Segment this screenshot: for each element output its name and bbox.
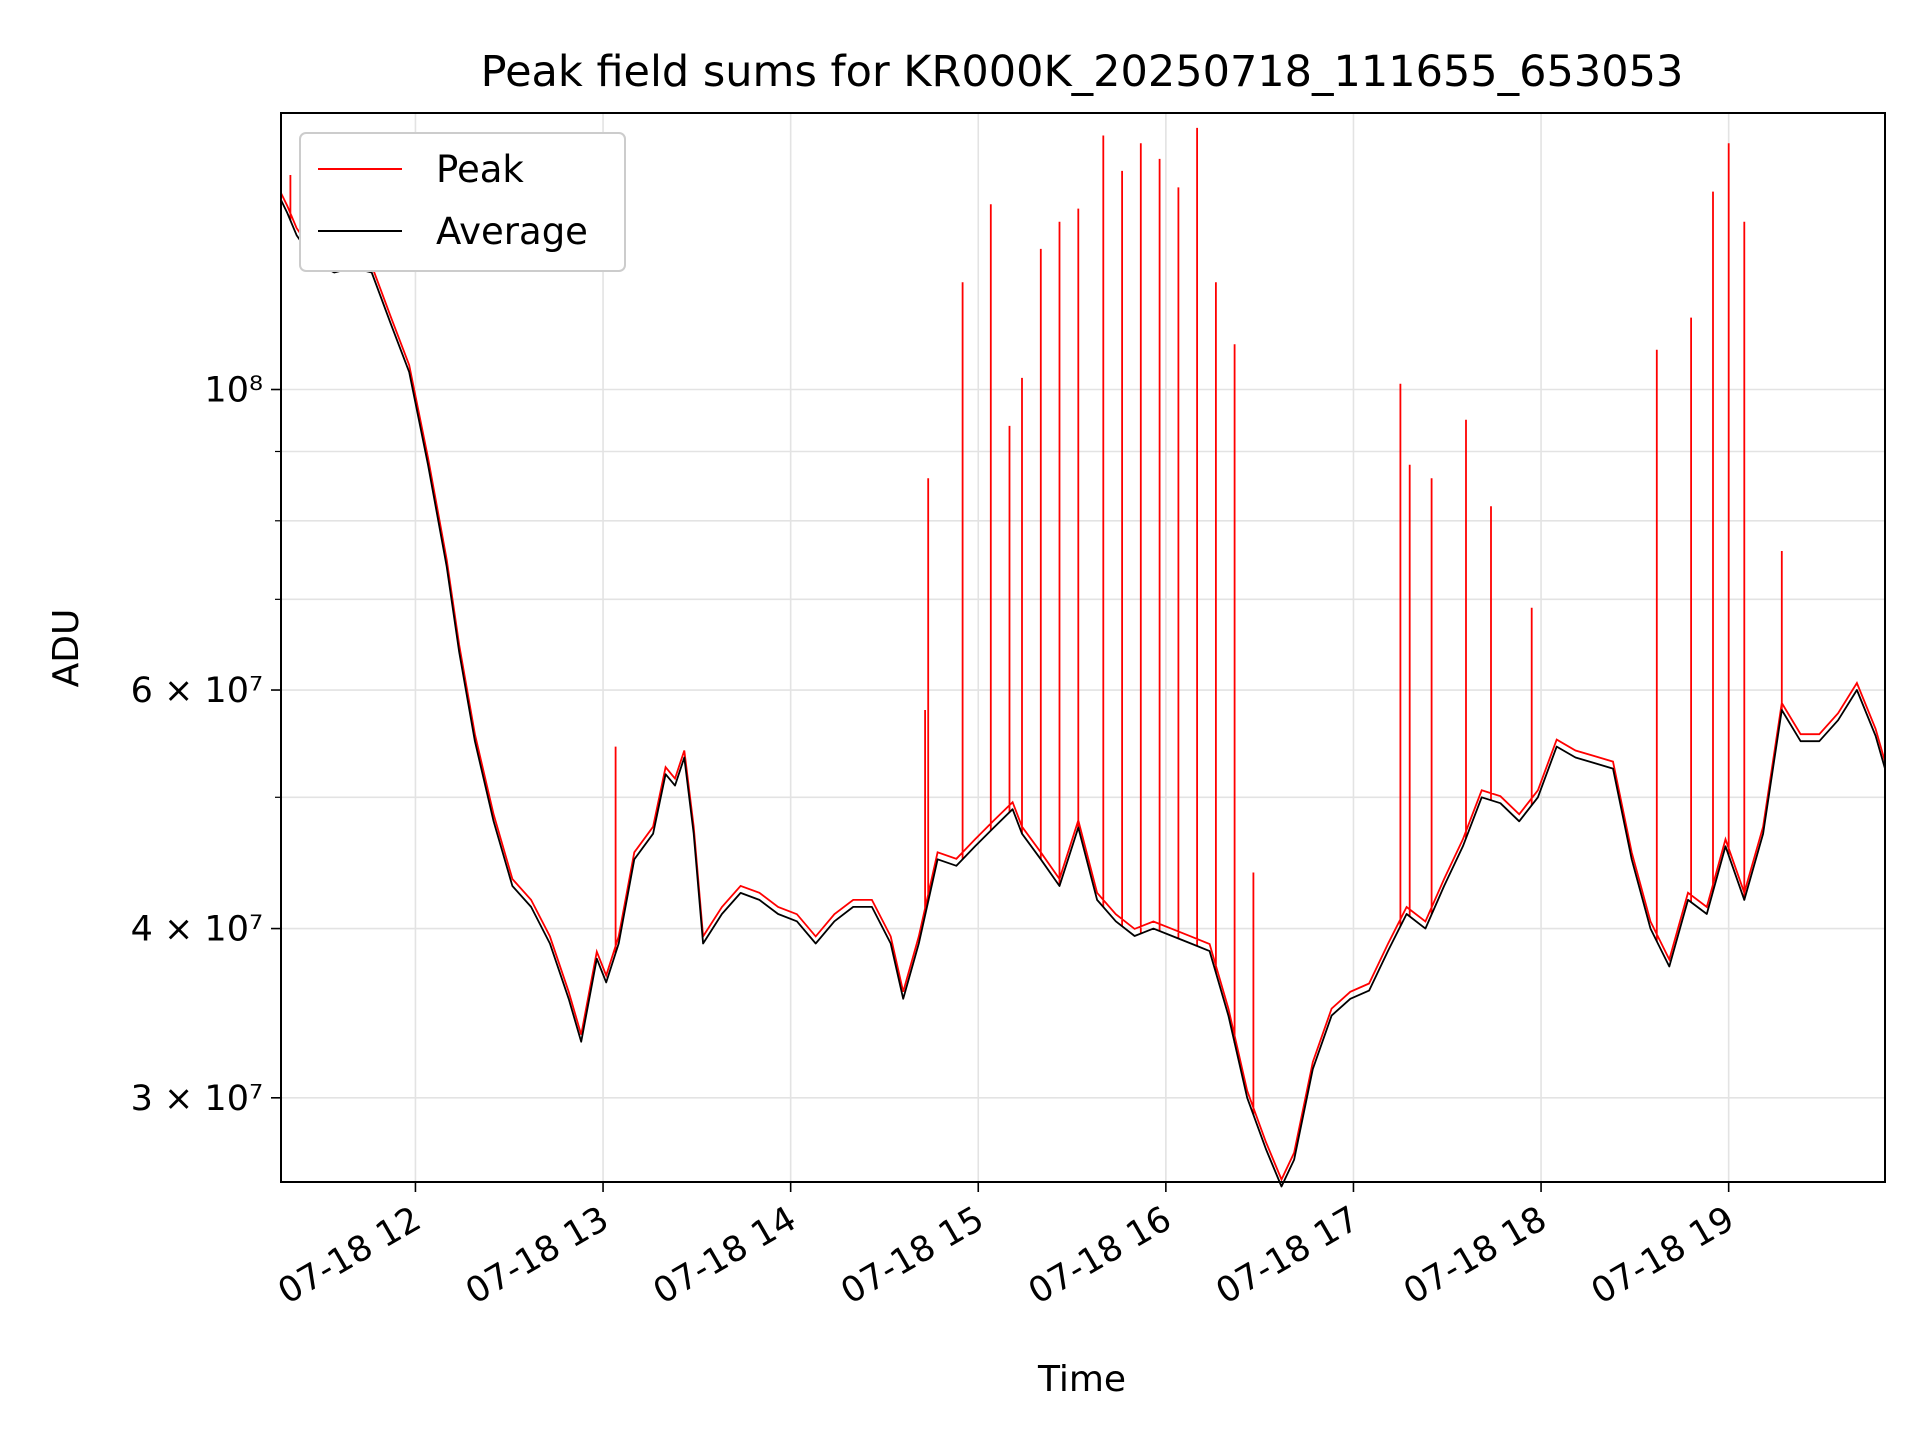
- legend-label-average: Average: [436, 210, 588, 253]
- y-tick-label: 4 × 10⁷: [131, 910, 263, 950]
- chart-title: Peak field sums for KR000K_20250718_1116…: [481, 47, 1684, 97]
- series-layer: [280, 127, 1886, 1188]
- y-tick-label: 6 × 10⁷: [131, 671, 263, 711]
- y-tick-label: 10⁸: [204, 371, 263, 411]
- y-tick-label: 3 × 10⁷: [131, 1079, 263, 1119]
- series-average-line: [280, 199, 1886, 1188]
- plot-frame: [280, 112, 1886, 1183]
- legend-box: [299, 132, 626, 272]
- legend: Peak Average: [299, 132, 626, 272]
- y-axis-title: ADU: [46, 609, 87, 688]
- x-axis-title: Time: [1037, 1359, 1126, 1400]
- legend-label-peak: Peak: [436, 148, 524, 191]
